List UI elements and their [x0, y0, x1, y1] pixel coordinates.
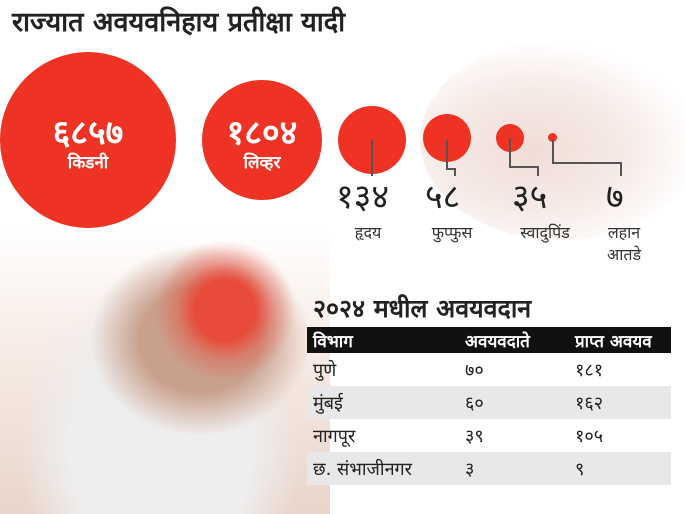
bubble-liver — [202, 80, 322, 200]
donation-table: विभाग अवयवदाते प्राप्त अवयव पुणे ७० १८१ … — [307, 327, 671, 485]
cell-donors: ३९ — [465, 425, 484, 447]
cell-donors: ३ — [465, 458, 475, 480]
table-row: नागपूर ३९ १०५ — [307, 419, 671, 452]
connector-line — [454, 168, 456, 176]
cell-division: नागपूर — [313, 425, 356, 447]
cell-donors: ७० — [465, 359, 484, 381]
lungs-value: ५८ — [425, 177, 461, 217]
cell-organs: १६२ — [575, 392, 604, 414]
cell-organs: १०५ — [575, 425, 604, 447]
pancreas-value: ३५ — [512, 177, 548, 217]
heart-label: हृदय — [354, 223, 382, 242]
bubble-small-intestine — [548, 133, 557, 142]
table-header: विभाग अवयवदाते प्राप्त अवयव — [307, 327, 671, 353]
table-row: पुणे ७० १८१ — [307, 353, 671, 386]
donation-title: २०२४ मधील अवयवदान — [313, 294, 532, 323]
table-row: मुंबई ६० १६२ — [307, 386, 671, 419]
kidney-label: किडनी — [67, 153, 109, 173]
connector-line — [509, 166, 537, 168]
connector-line — [552, 162, 620, 164]
infographic-title: राज्यात अवयवनिहाय प्रतीक्षा यादी — [12, 7, 346, 38]
liver-label: लिव्हर — [243, 153, 281, 173]
cell-organs: १८१ — [575, 359, 604, 381]
cell-donors: ६० — [465, 392, 484, 414]
small-intestine-label-line1: लहान — [607, 223, 641, 242]
connector-line — [537, 166, 539, 176]
connector-line — [509, 138, 511, 166]
liver-value: १८०४ — [226, 113, 298, 153]
heart-value: १३४ — [336, 177, 390, 217]
connector-line — [446, 168, 454, 170]
small-intestine-label: लहान आतडे — [596, 222, 652, 266]
pancreas-label: स्वादुपिंड — [520, 223, 570, 242]
cell-division: पुणे — [313, 359, 337, 381]
table-row: छ. संभाजीनगर ३ ९ — [307, 452, 671, 485]
lungs-label: फुप्फुस — [431, 223, 473, 242]
header-division: विभाग — [313, 331, 353, 352]
connector-line — [552, 140, 554, 162]
connector-line — [620, 162, 622, 176]
cell-division: मुंबई — [313, 392, 343, 414]
cell-organs: ९ — [575, 458, 585, 480]
header-organs-received: प्राप्त अवयव — [575, 331, 652, 352]
small-intestine-value: ७ — [606, 177, 624, 217]
cell-division: छ. संभाजीनगर — [313, 458, 413, 480]
kidney-value: ६८५७ — [52, 113, 124, 153]
connector-line — [371, 140, 373, 176]
stressed-man-photo — [0, 230, 330, 514]
bubble-kidney — [0, 52, 176, 228]
header-donors: अवयवदाते — [465, 331, 530, 352]
small-intestine-label-line2: आतडे — [606, 245, 642, 264]
connector-line — [446, 140, 448, 168]
